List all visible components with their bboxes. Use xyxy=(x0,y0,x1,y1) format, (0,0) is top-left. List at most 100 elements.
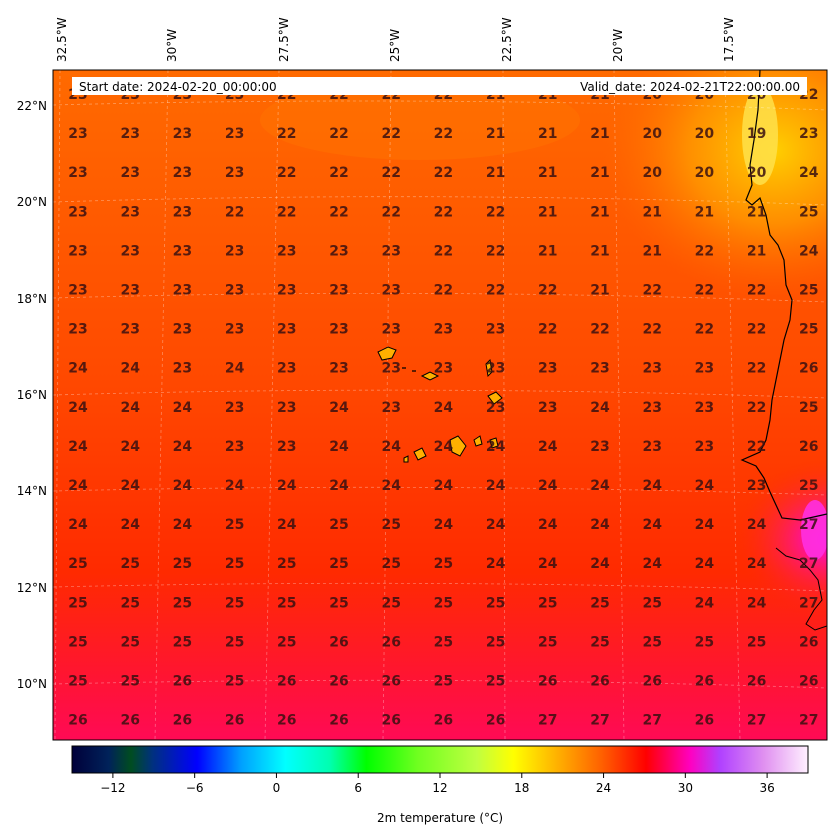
temperature-value: 23 xyxy=(68,322,87,338)
temperature-value: 23 xyxy=(486,361,505,377)
temperature-value: 24 xyxy=(590,478,610,494)
temperature-value: 23 xyxy=(173,361,192,377)
temperature-value: 23 xyxy=(120,322,139,338)
lon-label: 17.5°W xyxy=(722,17,736,62)
lat-label: 12°N xyxy=(17,581,47,595)
colorbar-tick-label: −6 xyxy=(186,781,204,795)
temperature-value: 25 xyxy=(68,595,87,611)
temperature-value: 24 xyxy=(225,478,245,494)
temperature-value: 25 xyxy=(120,634,139,650)
temperature-value: 21 xyxy=(538,165,557,181)
temperature-value: 26 xyxy=(381,713,400,729)
colorbar-scale xyxy=(71,745,809,774)
temperature-value: 23 xyxy=(329,283,348,299)
temperature-value: 22 xyxy=(329,165,348,181)
temperature-field: 23 23 23 23 22 22 22 22 21 21 21 20 20 20 22 23 23 23 23 22… xyxy=(53,70,827,740)
lon-label: 25°W xyxy=(388,29,402,62)
temperature-value: 24 xyxy=(538,439,558,455)
lat-label: 20°N xyxy=(17,195,47,209)
temperature-value: 24 xyxy=(120,361,140,377)
temperature-value: 26 xyxy=(747,674,766,690)
longitude-labels: 32.5°W 30°W 27.5°W 25°W 22.5°W 20°W 17.5… xyxy=(55,17,736,62)
colorbar-tick-label: 24 xyxy=(596,781,611,795)
temperature-value: 24 xyxy=(747,517,767,533)
colorbar-tick-label: 18 xyxy=(514,781,529,795)
temperature-value: 24 xyxy=(486,556,506,572)
temperature-value: 23 xyxy=(277,283,296,299)
temperature-value: 25 xyxy=(486,674,505,690)
temperature-value: 22 xyxy=(329,204,348,220)
temperature-value: 26 xyxy=(277,713,296,729)
header-box xyxy=(72,77,807,95)
temperature-value: 25 xyxy=(68,634,87,650)
temperature-value: 24 xyxy=(68,439,88,455)
temperature-value: 22 xyxy=(381,165,400,181)
temperature-value: 22 xyxy=(486,204,505,220)
temperature-value: 26 xyxy=(695,674,714,690)
temperature-value: 22 xyxy=(277,165,296,181)
temperature-value: 26 xyxy=(329,674,348,690)
temperature-value: 23 xyxy=(799,126,818,142)
lat-label: 10°N xyxy=(17,677,47,691)
temperature-value: 23 xyxy=(642,400,661,416)
temperature-value: 24 xyxy=(173,517,193,533)
temperature-value: 22 xyxy=(434,126,453,142)
temperature-value: 24 xyxy=(695,556,715,572)
temperature-value: 23 xyxy=(486,322,505,338)
temperature-value: 26 xyxy=(799,439,818,455)
temperature-value: 27 xyxy=(799,556,818,572)
temperature-value: 25 xyxy=(329,517,348,533)
temperature-value: 24 xyxy=(799,165,819,181)
temperature-value: 23 xyxy=(68,126,87,142)
colorbar-tick-label: 6 xyxy=(354,781,362,795)
temperature-value: 24 xyxy=(173,439,193,455)
temperature-value: 24 xyxy=(486,439,506,455)
temperature-value: 25 xyxy=(120,556,139,572)
temperature-value: 22 xyxy=(486,243,505,259)
temperature-value: 23 xyxy=(329,322,348,338)
temperature-value: 24 xyxy=(434,439,454,455)
temperature-value: 26 xyxy=(381,674,400,690)
lon-label: 22.5°W xyxy=(500,17,514,62)
temperature-value: 20 xyxy=(642,165,662,181)
temperature-value: 24 xyxy=(329,439,349,455)
temperature-value: 27 xyxy=(747,713,766,729)
temperature-value: 23 xyxy=(695,439,714,455)
temperature-value: 25 xyxy=(381,517,400,533)
temperature-value: 25 xyxy=(225,556,244,572)
temperature-value: 26 xyxy=(277,674,296,690)
temperature-value: 23 xyxy=(695,400,714,416)
temperature-value: 25 xyxy=(68,674,87,690)
temperature-value: 25 xyxy=(173,634,192,650)
temperature-value: 25 xyxy=(381,556,400,572)
temperature-value: 21 xyxy=(590,204,609,220)
temperature-value: 25 xyxy=(277,634,296,650)
temperature-value: 24 xyxy=(68,517,88,533)
temperature-value: 25 xyxy=(590,595,609,611)
temperature-value: 25 xyxy=(799,400,818,416)
temperature-value: 25 xyxy=(381,595,400,611)
temperature-value: 24 xyxy=(590,517,610,533)
temperature-value: 23 xyxy=(173,322,192,338)
temperature-value: 25 xyxy=(538,634,557,650)
temperature-value: 23 xyxy=(225,322,244,338)
temperature-value: 23 xyxy=(329,361,348,377)
temperature-value: 23 xyxy=(68,243,87,259)
temperature-value: 24 xyxy=(642,556,662,572)
temperature-value: 23 xyxy=(329,243,348,259)
temperature-value: 22 xyxy=(747,361,766,377)
temperature-value: 25 xyxy=(225,595,244,611)
temperature-value: 21 xyxy=(538,204,557,220)
temperature-value: 25 xyxy=(799,204,818,220)
temperature-value: 26 xyxy=(329,634,348,650)
temperature-value: 22 xyxy=(747,322,766,338)
temperature-value: 21 xyxy=(486,165,505,181)
temperature-value: 25 xyxy=(747,634,766,650)
temperature-value: 25 xyxy=(277,556,296,572)
temperature-value: 22 xyxy=(277,204,296,220)
temperature-value: 23 xyxy=(277,243,296,259)
temperature-value: 23 xyxy=(225,439,244,455)
temperature-value: 21 xyxy=(590,283,609,299)
temperature-value: 24 xyxy=(590,556,610,572)
temperature-value: 22 xyxy=(434,283,453,299)
